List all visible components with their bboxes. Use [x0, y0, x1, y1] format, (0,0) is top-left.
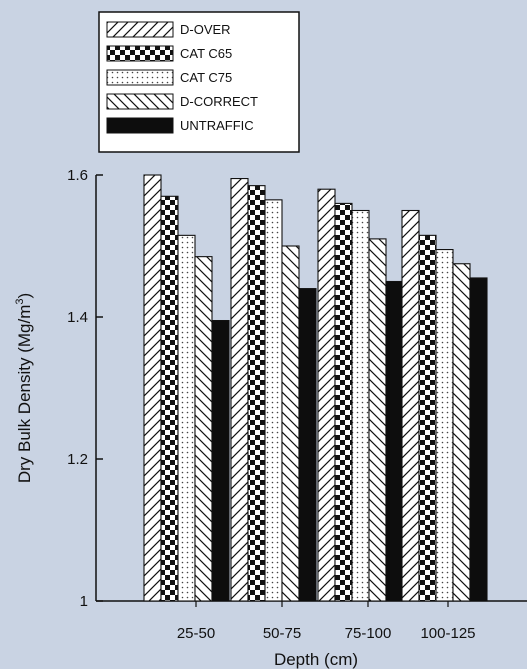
bar-d-correct-50-75	[281, 245, 300, 602]
y-tick-label: 1.2	[67, 451, 88, 468]
bar-cat-c65-100-125	[418, 234, 437, 602]
legend-label: D-CORRECT	[180, 94, 258, 109]
bar-cat-c65-25-50	[160, 195, 179, 602]
bar-untraffic-50-75	[298, 288, 317, 602]
bar-d-correct-75-100	[368, 238, 387, 602]
legend-label: CAT C65	[180, 46, 232, 61]
bar-cat-c65-50-75	[247, 185, 266, 602]
y-tick-label: 1	[80, 593, 88, 610]
y-ticks: 1 1.2 1.4 1.6	[67, 167, 103, 610]
bar-d-over-25-50	[143, 174, 162, 602]
bar-d-correct-100-125	[452, 263, 471, 602]
y-tick-label: 1.4	[67, 309, 88, 326]
bar-d-correct-25-50	[194, 256, 213, 602]
bar-cat-c75-50-75	[264, 199, 283, 602]
legend-swatch-d-correct	[106, 93, 174, 110]
bar-untraffic-75-100	[385, 280, 404, 602]
legend-label: CAT C75	[180, 70, 232, 85]
bar-d-over-75-100	[317, 188, 336, 602]
legend-swatch-cat-c65	[106, 45, 174, 62]
legend-swatch-d-over	[106, 21, 174, 38]
legend-swatch-untraffic	[106, 117, 174, 134]
x-ticks: 25-50 50-75 75-100 100-125	[177, 601, 476, 642]
bar-d-over-100-125	[401, 209, 420, 602]
y-axis-title-sup: 3	[14, 299, 26, 305]
bar-cat-c75-25-50	[177, 234, 196, 602]
x-tick-label: 75-100	[345, 625, 392, 642]
x-tick-label: 25-50	[177, 625, 215, 642]
bar-untraffic-100-125	[469, 277, 488, 602]
bar-cat-c75-75-100	[351, 209, 370, 602]
legend-label: D-OVER	[180, 22, 231, 37]
y-tick-label: 1.6	[67, 167, 88, 184]
legend-label: UNTRAFFIC	[180, 118, 254, 133]
bars	[143, 174, 488, 602]
x-axis-title: Depth (cm)	[274, 650, 358, 669]
bar-d-over-50-75	[230, 178, 249, 602]
y-axis-title-close: )	[15, 293, 34, 299]
legend-swatch-cat-c75	[106, 69, 174, 86]
y-axis-title: Dry Bulk Density (Mg/m3)	[14, 293, 34, 483]
x-tick-label: 100-125	[420, 625, 475, 642]
bar-cat-c65-75-100	[334, 202, 353, 602]
y-axis-title-main: Dry Bulk Density (Mg/m	[15, 305, 34, 484]
bar-untraffic-25-50	[211, 319, 230, 602]
x-tick-label: 50-75	[263, 625, 301, 642]
bar-cat-c75-100-125	[435, 249, 454, 602]
legend: D-OVER CAT C65 CAT C75 D-CORRECT UNTRAFFIC	[98, 11, 300, 153]
